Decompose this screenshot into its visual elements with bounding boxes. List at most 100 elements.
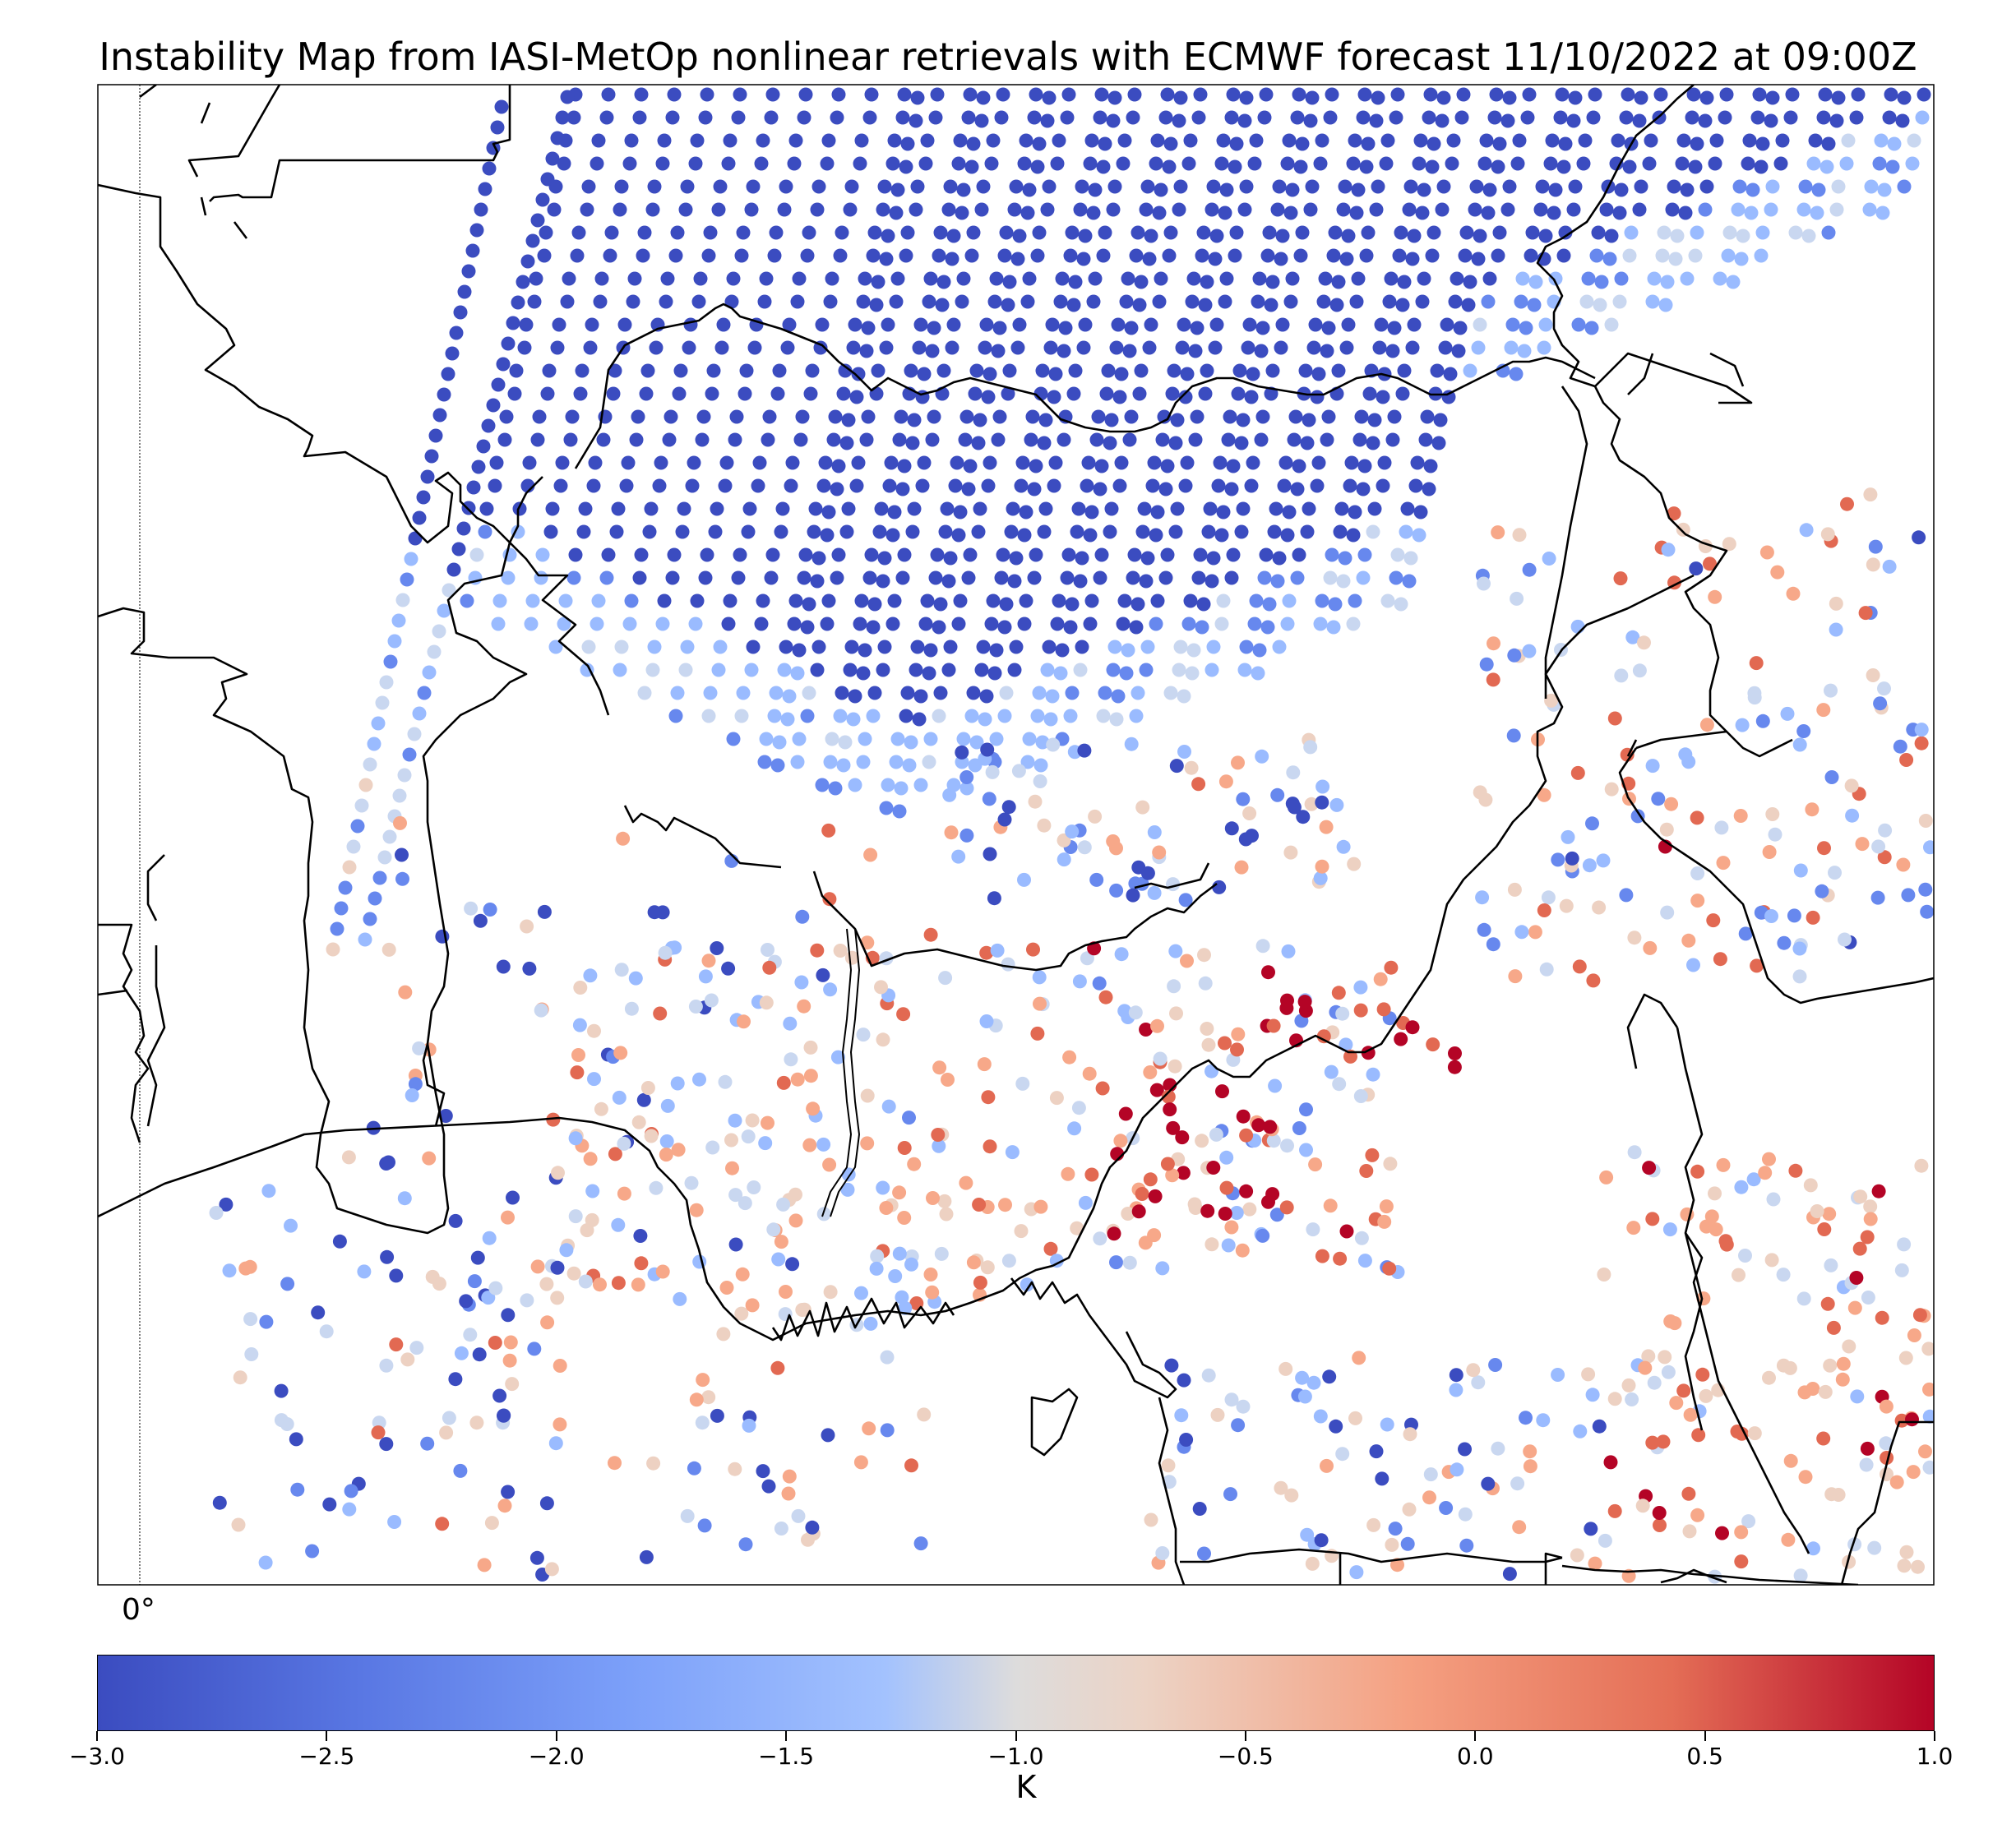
retrieval-point xyxy=(1709,133,1724,148)
retrieval-point xyxy=(1148,1189,1163,1203)
retrieval-point xyxy=(1690,225,1704,240)
retrieval-point xyxy=(1690,136,1704,151)
retrieval-point xyxy=(1200,275,1214,289)
retrieval-point xyxy=(1163,1102,1177,1117)
retrieval-point xyxy=(959,828,974,843)
retrieval-point xyxy=(1690,1164,1705,1179)
retrieval-point xyxy=(583,1152,598,1166)
retrieval-point xyxy=(980,1260,995,1275)
retrieval-point xyxy=(1313,156,1328,171)
retrieval-point xyxy=(869,386,884,401)
retrieval-point xyxy=(644,501,659,516)
retrieval-point xyxy=(705,1140,720,1155)
retrieval-point xyxy=(1863,1199,1878,1214)
retrieval-point xyxy=(502,1353,517,1368)
retrieval-point xyxy=(932,1060,947,1075)
retrieval-point xyxy=(1229,1206,1244,1220)
retrieval-point xyxy=(530,432,545,447)
retrieval-point xyxy=(459,1294,474,1309)
retrieval-point xyxy=(892,1246,907,1261)
retrieval-point xyxy=(738,1196,752,1211)
retrieval-point xyxy=(818,455,833,470)
retrieval-point xyxy=(955,745,969,760)
retrieval-point xyxy=(889,755,904,769)
retrieval-point xyxy=(913,778,928,792)
retrieval-point xyxy=(1192,1502,1207,1516)
retrieval-point xyxy=(1637,635,1651,650)
retrieval-point xyxy=(578,501,593,516)
retrieval-point xyxy=(408,531,423,546)
retrieval-point xyxy=(858,643,872,658)
retrieval-point xyxy=(619,478,634,493)
retrieval-point xyxy=(1152,206,1167,220)
retrieval-point xyxy=(1091,409,1106,424)
retrieval-point xyxy=(1423,1467,1438,1482)
retrieval-point xyxy=(1630,809,1645,824)
retrieval-point xyxy=(1299,1143,1313,1157)
retrieval-point xyxy=(1045,689,1060,704)
retrieval-point xyxy=(1792,941,1807,956)
retrieval-point xyxy=(719,1281,734,1295)
retrieval-point xyxy=(397,768,412,783)
retrieval-point xyxy=(400,1352,415,1367)
retrieval-point xyxy=(1405,252,1420,266)
retrieval-point xyxy=(1234,860,1249,875)
retrieval-point xyxy=(1166,1120,1181,1135)
retrieval-point xyxy=(1581,1367,1596,1382)
retrieval-point xyxy=(1576,156,1591,171)
retrieval-point xyxy=(806,1101,821,1116)
retrieval-point xyxy=(983,1139,997,1154)
retrieval-point xyxy=(501,1485,516,1499)
retrieval-point xyxy=(675,524,690,539)
retrieval-point xyxy=(1183,593,1198,608)
retrieval-point xyxy=(1824,770,1839,784)
retrieval-point xyxy=(943,551,958,566)
retrieval-point xyxy=(1029,459,1043,473)
retrieval-point xyxy=(1596,853,1611,868)
retrieval-point xyxy=(1626,1221,1641,1235)
retrieval-point xyxy=(830,110,844,125)
retrieval-point xyxy=(1264,386,1278,401)
retrieval-point xyxy=(1645,759,1660,774)
retrieval-point xyxy=(1186,271,1201,286)
retrieval-point xyxy=(1918,1444,1932,1459)
retrieval-point xyxy=(910,179,925,194)
retrieval-point xyxy=(1369,113,1384,128)
retrieval-point xyxy=(1589,248,1604,263)
retrieval-point xyxy=(590,617,604,631)
retrieval-point xyxy=(866,620,881,635)
retrieval-point xyxy=(1877,850,1892,865)
retrieval-point xyxy=(1487,636,1500,651)
retrieval-point xyxy=(1313,617,1328,631)
retrieval-point xyxy=(1346,156,1361,171)
retrieval-point xyxy=(862,570,877,585)
retrieval-point xyxy=(387,634,402,649)
retrieval-point xyxy=(890,732,905,746)
retrieval-point xyxy=(1759,545,1774,560)
retrieval-point xyxy=(1482,271,1497,286)
retrieval-point xyxy=(756,1464,770,1479)
retrieval-point xyxy=(1803,1178,1818,1193)
retrieval-point xyxy=(1508,969,1523,984)
retrieval-point xyxy=(1088,182,1103,197)
retrieval-point xyxy=(1239,90,1254,105)
retrieval-point xyxy=(1198,976,1213,991)
retrieval-point xyxy=(940,501,955,516)
retrieval-point xyxy=(1070,524,1084,539)
retrieval-point xyxy=(1372,340,1387,355)
retrieval-point xyxy=(1231,1418,1246,1433)
retrieval-point xyxy=(662,432,677,447)
retrieval-point xyxy=(871,363,885,378)
retrieval-point xyxy=(746,179,761,194)
retrieval-point xyxy=(731,110,746,125)
retrieval-point xyxy=(1310,478,1325,493)
retrieval-point xyxy=(1556,159,1571,174)
retrieval-point xyxy=(1379,1199,1394,1214)
retrieval-point xyxy=(603,248,617,263)
retrieval-point xyxy=(770,758,785,773)
retrieval-point xyxy=(770,1360,785,1375)
retrieval-point xyxy=(565,409,580,424)
retrieval-point xyxy=(1765,807,1780,821)
retrieval-point xyxy=(1241,340,1255,355)
retrieval-point xyxy=(882,478,897,493)
